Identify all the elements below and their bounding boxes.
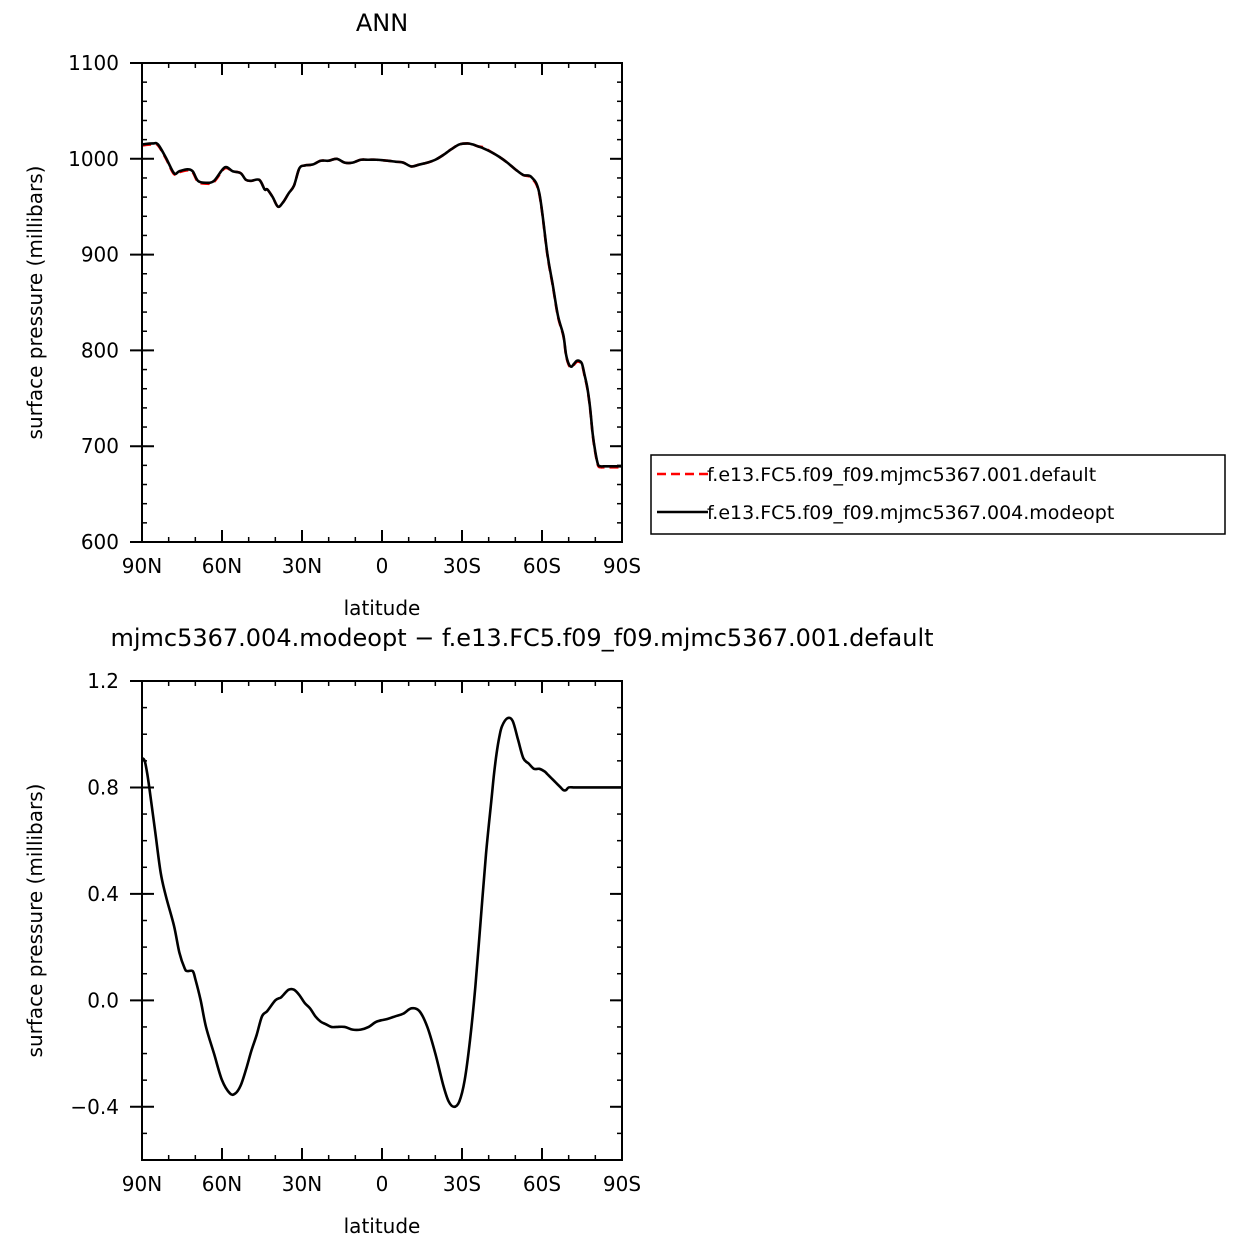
x-tick-label: 90N [122,554,162,578]
x-tick-label: 90S [603,554,641,578]
x-tick-label: 30N [282,1172,322,1196]
y-axis-label: surface pressure (millibars) [23,784,47,1058]
y-tick-label: 1000 [68,147,119,171]
y-tick-label: 0.0 [87,988,119,1012]
y-axis-label: surface pressure (millibars) [23,166,47,440]
y-tick-label: 0.8 [87,775,119,799]
y-tick-label: 0.4 [87,882,119,906]
x-tick-label: 30S [443,1172,481,1196]
series-line-1 [141,142,622,469]
top-line-chart: 90N 60N 30N 0 30S 60S 90S 600 700 800 900 1000 1100 l… [23,51,641,620]
plot-frame [141,680,623,1161]
series-line-2 [141,141,622,468]
x-tick-label: 60S [523,1172,561,1196]
x-tick-label: 60N [202,1172,242,1196]
difference-line-chart: 90N 60N 30N 0 30S 60S 90S −0.4 0.0 0.4 0.8 1.2 latit… [23,669,641,1238]
series-line-1 [141,716,622,1109]
y-tick-label: 900 [81,243,119,267]
legend-entry-label: f.e13.FC5.f09_f09.mjmc5367.001.default [707,464,1096,486]
x-tick-label: 60S [523,554,561,578]
x-tick-label: 30N [282,554,322,578]
y-tick-label: 600 [81,530,119,554]
x-tick-label: 0 [376,554,389,578]
y-tick-label: 1.2 [87,669,119,693]
legend-entry-label: f.e13.FC5.f09_f09.mjmc5367.004.modeopt [707,502,1114,524]
x-tick-label: 30S [443,554,481,578]
x-tick-label: 90N [122,1172,162,1196]
x-axis-label: latitude [344,596,421,620]
y-tick-label: −0.4 [70,1095,119,1119]
y-tick-label: 700 [81,434,119,458]
x-tick-label: 90S [603,1172,641,1196]
y-tick-label: 800 [81,338,119,362]
chart-title: ANN [356,9,408,37]
x-tick-label: 60N [202,554,242,578]
legend: f.e13.FC5.f09_f09.mjmc5367.001.default f.… [650,454,1226,535]
x-axis-label: latitude [344,1214,421,1238]
chart-title: mjmc5367.004.modeopt − f.e13.FC5.f09_f09… [110,624,933,652]
x-tick-label: 0 [376,1172,389,1196]
plot-frame [141,62,623,543]
y-tick-label: 1100 [68,51,119,75]
legend-box [650,454,1226,535]
